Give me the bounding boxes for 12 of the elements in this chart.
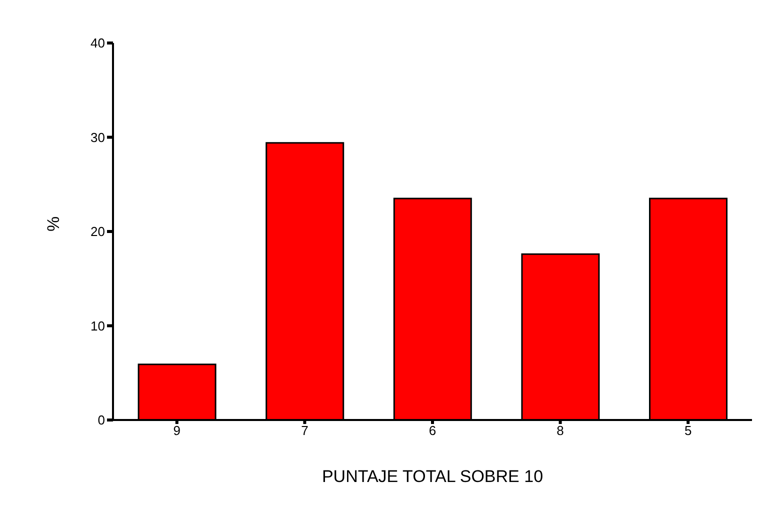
x-axis-title: PUNTAJE TOTAL SOBRE 10 xyxy=(322,467,544,486)
x-tick-label: 5 xyxy=(684,423,692,438)
y-tick-label: 0 xyxy=(98,412,105,428)
y-tick-label: 10 xyxy=(90,318,105,334)
y-tick-label: 40 xyxy=(90,36,105,51)
x-tick-label: 8 xyxy=(556,423,564,438)
x-tick-label: 6 xyxy=(428,423,436,438)
y-tick-label: 30 xyxy=(90,130,105,145)
y-axis-title: % xyxy=(44,216,64,232)
x-tick-label: 9 xyxy=(173,423,181,438)
x-tick-label: 7 xyxy=(301,423,308,438)
y-tick-label: 20 xyxy=(90,224,105,240)
